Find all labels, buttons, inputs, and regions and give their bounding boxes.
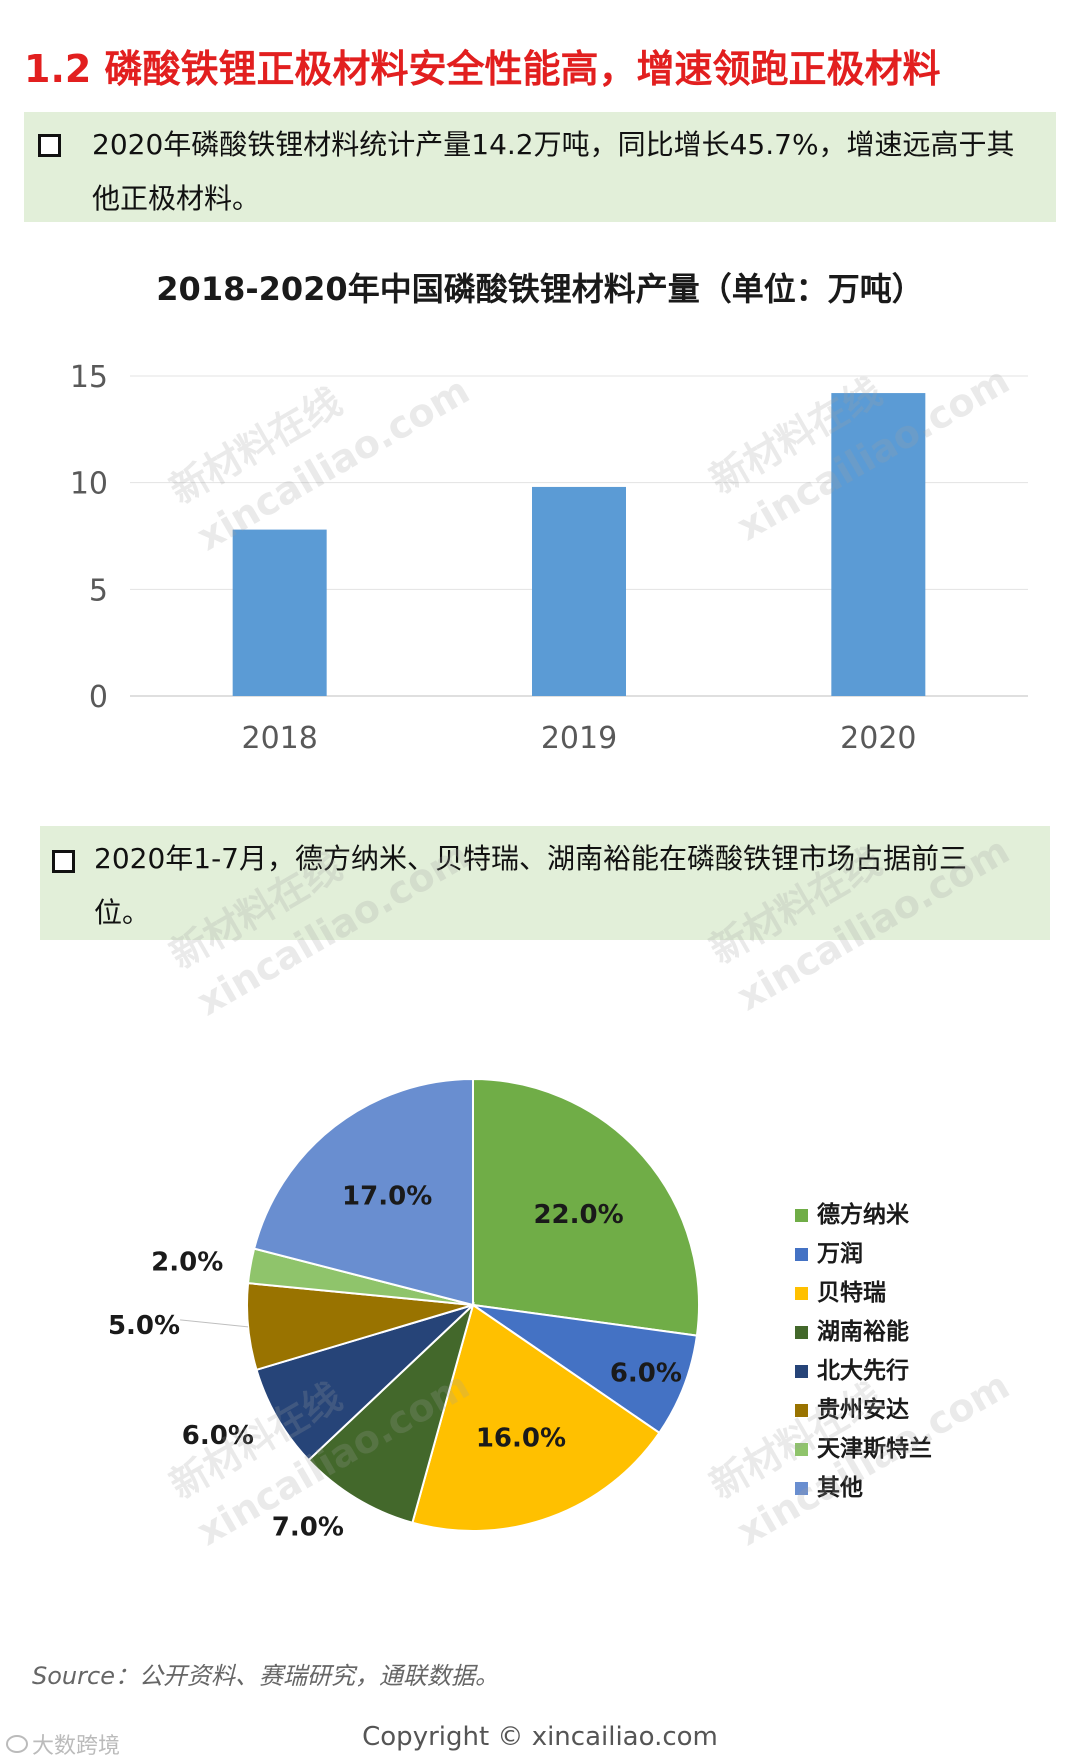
legend-swatch (795, 1248, 808, 1261)
legend-label: 湖南裕能 (817, 1318, 909, 1345)
callout-line-2: 他正极材料。 (92, 182, 261, 215)
legend-swatch (795, 1404, 808, 1417)
legend-swatch (795, 1482, 808, 1495)
slice-data-label: 22.0% (533, 1200, 623, 1230)
y-tick-label: 10 (70, 467, 108, 502)
pie-slice (307, 1301, 475, 1524)
slice-data-label: 7.0% (272, 1513, 344, 1543)
legend-swatch (795, 1443, 808, 1456)
pie-slice (472, 1077, 700, 1337)
logo-ring-icon (6, 1735, 28, 1753)
leader-line (180, 1319, 249, 1328)
callout-line-1: 2020年磷酸铁锂材料统计产量14.2万吨，同比增长45.7%，增速远高于其 (92, 128, 1015, 161)
bar (831, 393, 926, 696)
copyright: Copyright © xincailiao.com (362, 1722, 718, 1752)
callout-production-summary: 2020年磷酸铁锂材料统计产量14.2万吨，同比增长45.7%，增速远高于其 他… (24, 112, 1056, 222)
slice-data-label: 16.0% (476, 1424, 566, 1454)
callout-line-1: 2020年1-7月，德方纳米、贝特瑞、湖南裕能在磷酸铁锂市场占据前三 (94, 842, 967, 875)
corner-logo: 大数跨境 (6, 1728, 120, 1760)
bar (532, 486, 626, 696)
legend-label: 贝特瑞 (817, 1280, 886, 1306)
slice-data-label: 2.0% (151, 1247, 223, 1277)
slice-data-label: 6.0% (182, 1421, 254, 1451)
x-tick-label: 2018 (241, 721, 317, 756)
callout-market-share: 2020年1-7月，德方纳米、贝特瑞、湖南裕能在磷酸铁锂市场占据前三 位。 (40, 826, 1050, 940)
legend-label: 其他 (817, 1475, 863, 1501)
slice-data-label: 17.0% (342, 1181, 432, 1211)
slice-data-label: 6.0% (610, 1359, 682, 1389)
legend-label: 德方纳米 (817, 1201, 910, 1228)
source-note: Source：公开资料、赛瑞研究，通联数据。 (32, 1662, 499, 1690)
slice-data-label: 5.0% (108, 1311, 180, 1341)
legend-swatch (795, 1326, 808, 1339)
bar (232, 529, 327, 696)
square-bullet-icon (38, 134, 61, 157)
pie-slice (252, 1077, 474, 1307)
pie-slice (255, 1304, 474, 1462)
x-tick-label: 2019 (541, 721, 617, 756)
y-tick-label: 0 (89, 680, 108, 715)
legend-label: 万润 (817, 1240, 863, 1267)
legend-label: 天津斯特兰 (817, 1435, 932, 1462)
x-tick-label: 2020 (840, 721, 916, 756)
callout-line-2: 位。 (94, 896, 151, 929)
section-heading: 1.2 磷酸铁锂正极材料安全性能高，增速领跑正极材料 (24, 47, 941, 91)
legend-label: 贵州安达 (817, 1396, 909, 1423)
bar-chart-title: 2018-2020年中国磷酸铁锂材料产量（单位：万吨） (156, 270, 924, 308)
pie-chart: 22.0% 6.0% 16.0% 7.0% 6.0% 5.0% 2.0% 17.0% 德方纳米万… (108, 1077, 932, 1543)
y-tick-label: 15 (70, 360, 108, 395)
y-tick-label: 5 (89, 573, 108, 608)
pie-slice (472, 1304, 699, 1435)
square-bullet-icon (52, 850, 75, 873)
legend-swatch (795, 1287, 808, 1300)
pie-slice (411, 1303, 661, 1532)
legend-label: 北大先行 (817, 1357, 909, 1384)
legend-swatch (795, 1365, 808, 1378)
corner-logo-text: 大数跨境 (32, 1734, 121, 1759)
bar-chart: 0 5 10 15 2018 2019 2020 (70, 360, 1028, 756)
legend-swatch (795, 1209, 808, 1222)
